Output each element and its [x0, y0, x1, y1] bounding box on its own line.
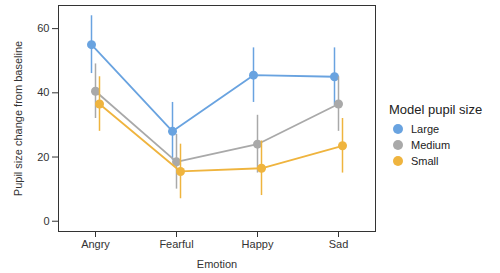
svg-text:Pupil size change from baselin: Pupil size change from baseline: [12, 41, 24, 196]
html-text:Large: Large: [411, 123, 440, 135]
svg-text:0: 0: [43, 215, 49, 227]
svg-text:Angry: Angry: [81, 238, 110, 250]
svg-text:Happy: Happy: [242, 238, 274, 250]
svg-text:Fearful: Fearful: [159, 238, 193, 250]
html-text:Medium: Medium: [411, 139, 451, 151]
svg-text:60: 60: [37, 22, 49, 34]
svg-text:Sad: Sad: [329, 238, 349, 250]
svg-text:40: 40: [37, 86, 49, 98]
svg-text:20: 20: [37, 151, 49, 163]
html-text:Small: Small: [411, 155, 439, 167]
svg-text:Emotion: Emotion: [197, 258, 237, 270]
html-text:Model pupil size: Model pupil size: [389, 102, 483, 117]
